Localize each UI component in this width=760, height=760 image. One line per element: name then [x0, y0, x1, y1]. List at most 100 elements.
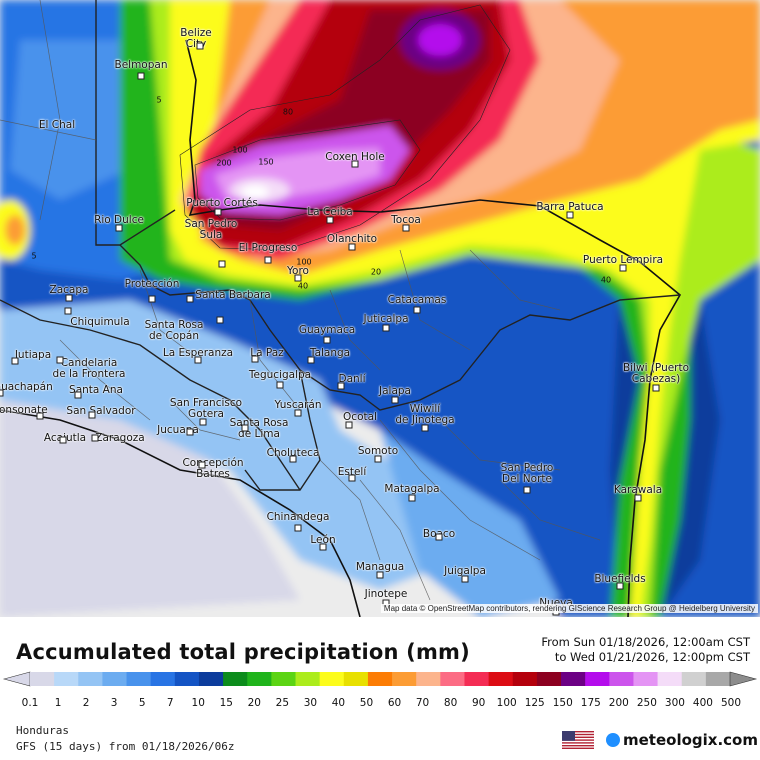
scale-tick-label: 20	[247, 697, 261, 709]
city-label: Zacapa	[49, 284, 89, 296]
city-label: Santa Rosa de Lima	[229, 417, 289, 440]
city-label: Bilwi (Puerto Cabezas)	[622, 362, 690, 385]
contour-label: 40	[600, 275, 612, 285]
brand-name: meteologix.com	[623, 731, 758, 749]
scale-swatch	[705, 672, 731, 686]
city-label: Coxen Hole	[325, 151, 385, 163]
scale-swatch	[681, 672, 707, 686]
city-label: Ocotal	[343, 411, 377, 423]
city-label: Karawala	[613, 484, 663, 496]
city-label: Somoto	[357, 445, 399, 457]
city-label: Bluefields	[594, 573, 646, 585]
scale-tick-label: 30	[303, 697, 318, 709]
scale-swatch	[295, 672, 321, 686]
contour-label: 200	[216, 158, 232, 168]
city-label: Catacamas	[387, 294, 447, 306]
city-label: Juticalpa	[363, 313, 409, 325]
city-label: Jutiapa	[14, 349, 52, 361]
city-label: Juigalpa	[444, 565, 486, 577]
city-label: Wiwilí de Jinotega	[395, 403, 455, 426]
scale-swatch	[30, 672, 55, 686]
scale-tick-label: 2	[82, 697, 90, 709]
city-marker	[56, 356, 64, 364]
contour-label: 100	[232, 145, 248, 155]
country-borders	[0, 0, 681, 491]
city-label: Chinandega	[266, 511, 330, 523]
city-marker	[241, 424, 249, 432]
scale-swatch	[102, 672, 128, 686]
city-marker	[88, 411, 96, 419]
scale-swatch	[536, 672, 562, 686]
scale-swatch	[392, 672, 417, 686]
city-label: San Salvador	[66, 405, 136, 417]
city-label: San Francisco Gotera	[169, 397, 243, 420]
city-label: Chiquimula	[70, 316, 130, 328]
city-marker	[74, 391, 82, 399]
city-marker	[337, 382, 345, 390]
scale-tick-label: 7	[166, 697, 174, 709]
city-marker	[115, 224, 123, 232]
scale-swatch	[271, 672, 297, 686]
scale-tick-label: 25	[275, 697, 290, 709]
meteologix-logo-icon	[606, 733, 620, 747]
city-marker	[0, 389, 4, 397]
city-label: Olanchito	[326, 233, 378, 245]
scale-tick-label: 15	[219, 697, 233, 709]
city-marker	[196, 42, 204, 50]
city-marker	[323, 336, 331, 344]
city-label: Sonsonate	[0, 404, 48, 416]
range-from: From Sun 01/18/2026, 12:00am CST	[541, 635, 750, 649]
city-marker	[294, 274, 302, 282]
scale-tick-label: 50	[359, 697, 374, 709]
city-label: Barra Patuca	[536, 201, 604, 213]
map-credit: Map data © OpenStreetMap contributors, r…	[380, 604, 758, 613]
scale-swatch	[561, 672, 586, 686]
city-label: El Progreso	[238, 242, 298, 254]
city-marker	[194, 356, 202, 364]
city-marker	[413, 306, 421, 314]
scale-swatch	[633, 672, 659, 686]
city-label: Jucuapa	[157, 424, 199, 436]
city-marker	[374, 455, 382, 463]
city-label: El Chal	[38, 119, 76, 131]
coastline	[0, 39, 682, 617]
scale-tick-label: 200	[608, 697, 629, 709]
city-label: Jinotepe	[364, 588, 408, 600]
city-marker	[59, 436, 67, 444]
city-marker	[294, 524, 302, 532]
time-range: From Sun 01/18/2026, 12:00am CST to Wed …	[541, 635, 750, 665]
scale-tick-label: 80	[443, 697, 458, 709]
precipitation-field	[0, 0, 760, 617]
contour-lines	[179, 4, 511, 251]
contour-label: 100	[296, 257, 312, 267]
city-marker	[461, 575, 469, 583]
color-scale-bar	[2, 671, 758, 687]
city-marker	[408, 494, 416, 502]
city-marker	[148, 295, 156, 303]
city-marker	[523, 486, 531, 494]
scale-swatch	[126, 672, 152, 686]
city-label: León	[310, 534, 336, 546]
scale-tick-label: 100	[496, 697, 517, 709]
city-label: Concepción Batres	[182, 457, 244, 480]
city-marker	[619, 264, 627, 272]
brand-link[interactable]: meteologix.com	[606, 731, 758, 749]
scale-tick-label: 0.1	[21, 697, 39, 709]
contour-label: 20	[370, 267, 382, 277]
scale-swatch	[440, 672, 465, 686]
scale-tick-label: 150	[552, 697, 573, 709]
contour-label: 80	[282, 107, 294, 117]
city-label: Santa Barbara	[195, 289, 271, 301]
scale-tick-label: 3	[110, 697, 118, 709]
city-marker	[616, 582, 624, 590]
scale-swatch	[657, 672, 683, 686]
range-to: to Wed 01/21/2026, 12:00pm CST	[554, 650, 750, 664]
scale-tick-label: 500	[720, 697, 742, 709]
city-marker	[294, 409, 302, 417]
city-marker	[36, 412, 44, 420]
city-marker	[198, 461, 206, 469]
us-flag-icon[interactable]	[562, 731, 594, 749]
scale-swatch	[512, 672, 538, 686]
chart-title: Accumulated total precipitation (mm)	[16, 640, 470, 664]
scale-tick-label: 1	[54, 697, 62, 709]
